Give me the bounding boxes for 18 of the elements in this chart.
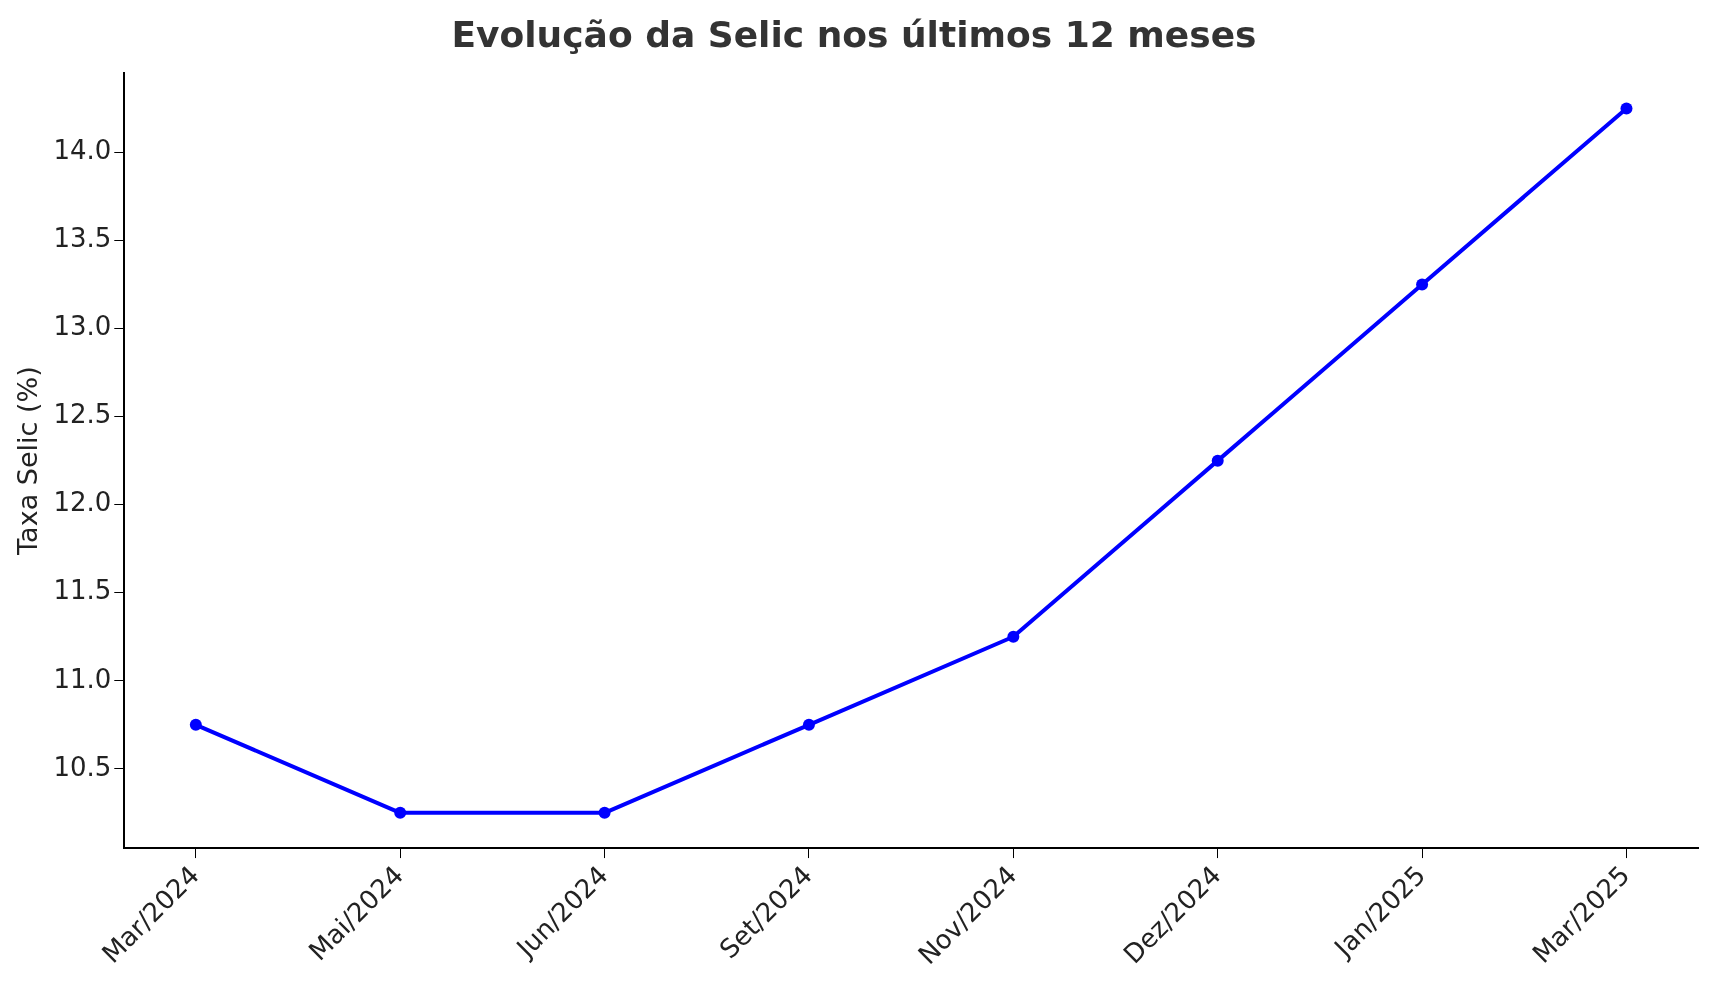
y-tick-label: 14.0 xyxy=(53,135,112,166)
y-tick-label: 12.0 xyxy=(53,487,112,518)
y-tick-label: 13.0 xyxy=(53,311,112,342)
y-axis-title: Taxa Selic (%) xyxy=(12,366,44,556)
point xyxy=(1211,454,1224,467)
chart-title: Evolução da Selic nos últimos 12 meses xyxy=(451,13,1257,55)
point xyxy=(802,718,815,731)
y-tick-label: 11.5 xyxy=(53,575,112,606)
y-tick-label: 12.5 xyxy=(53,399,112,430)
point xyxy=(189,718,202,731)
y-tick-label: 11.0 xyxy=(53,663,112,694)
point xyxy=(1416,278,1429,291)
point xyxy=(598,806,611,819)
point xyxy=(394,806,407,819)
y-tick-label: 10.5 xyxy=(53,751,112,782)
y-tick-label: 13.5 xyxy=(53,223,112,254)
point xyxy=(1620,102,1633,115)
point xyxy=(1007,630,1020,643)
